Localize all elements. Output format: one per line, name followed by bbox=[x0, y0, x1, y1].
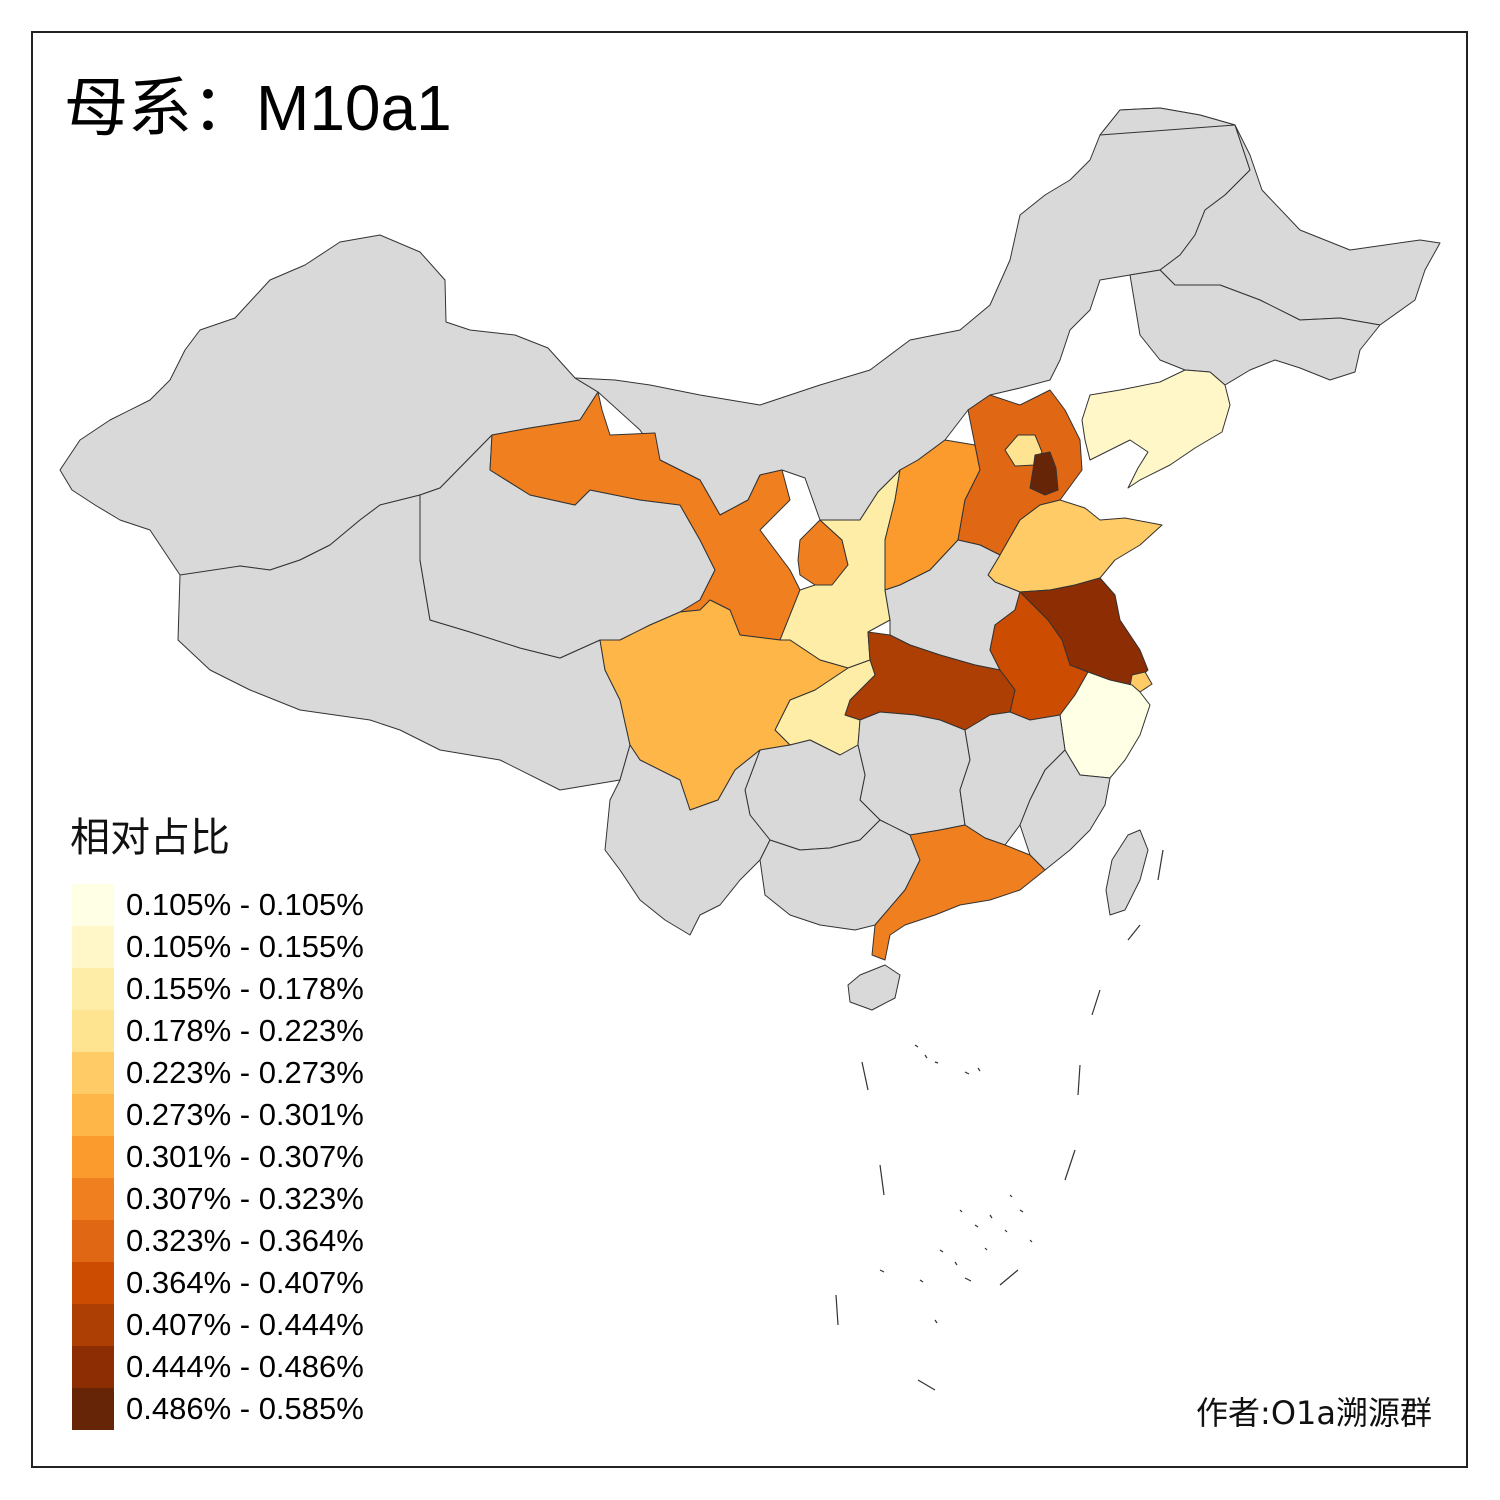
legend-label: 0.307% - 0.323% bbox=[126, 1181, 364, 1216]
nine-dash-line-2 bbox=[879, 1164, 885, 1196]
province-beijing bbox=[1004, 434, 1043, 467]
legend-swatch bbox=[72, 926, 114, 968]
author-credit: 作者:O1a溯源群 bbox=[1196, 1394, 1432, 1432]
legend-swatch bbox=[72, 884, 114, 926]
legend-label: 0.178% - 0.223% bbox=[126, 1013, 364, 1048]
province-fujian bbox=[1019, 749, 1111, 871]
legend-item: 0.273% - 0.301% bbox=[72, 1094, 412, 1136]
legend-label: 0.105% - 0.105% bbox=[126, 887, 364, 922]
legend-item: 0.223% - 0.273% bbox=[72, 1052, 412, 1094]
legend-item: 0.486% - 0.585% bbox=[72, 1388, 412, 1430]
map-frame bbox=[31, 31, 1468, 1468]
legend-swatch bbox=[72, 1388, 114, 1430]
legend-item: 0.105% - 0.155% bbox=[72, 926, 412, 968]
legend-swatch bbox=[72, 1052, 114, 1094]
map-title: 母系：M10a1 bbox=[64, 76, 452, 141]
island-dots bbox=[879, 1044, 1033, 1324]
title-label: 母系： bbox=[64, 72, 256, 146]
province-yunnan bbox=[604, 744, 771, 936]
legend-item: 0.155% - 0.178% bbox=[72, 968, 412, 1010]
nine-dash-line-1 bbox=[861, 1061, 869, 1091]
province-hainan bbox=[847, 964, 901, 1011]
legend-swatch bbox=[72, 968, 114, 1010]
legend-swatch bbox=[72, 1178, 114, 1220]
legend-label: 0.323% - 0.364% bbox=[126, 1223, 364, 1258]
legend-swatch bbox=[72, 1094, 114, 1136]
nine-dash-line-4 bbox=[917, 1379, 936, 1391]
title-haplogroup: M10a1 bbox=[256, 72, 452, 144]
nine-dash-line-5 bbox=[999, 1269, 1019, 1286]
legend-item: 0.407% - 0.444% bbox=[72, 1304, 412, 1346]
legend-label: 0.273% - 0.301% bbox=[126, 1097, 364, 1132]
province-jilin bbox=[1129, 269, 1381, 386]
south-china-sea-islands bbox=[835, 849, 1164, 1391]
legend-label: 0.364% - 0.407% bbox=[126, 1265, 364, 1300]
legend-label: 0.444% - 0.486% bbox=[126, 1349, 364, 1384]
nine-dash-line-8 bbox=[1091, 989, 1101, 1016]
legend-label: 0.223% - 0.273% bbox=[126, 1055, 364, 1090]
legend-label: 0.407% - 0.444% bbox=[126, 1307, 364, 1342]
legend-swatch bbox=[72, 1136, 114, 1178]
nine-dash-line-7 bbox=[1077, 1064, 1081, 1096]
nine-dash-line-3 bbox=[835, 1294, 839, 1326]
legend-item: 0.323% - 0.364% bbox=[72, 1220, 412, 1262]
legend-item: 0.105% - 0.105% bbox=[72, 884, 412, 926]
nine-dash-line-9 bbox=[1127, 924, 1141, 941]
province-taiwan bbox=[1105, 829, 1149, 916]
legend-label: 0.301% - 0.307% bbox=[126, 1139, 364, 1174]
legend-item: 0.444% - 0.486% bbox=[72, 1346, 412, 1388]
province-liaoning bbox=[1081, 369, 1231, 489]
legend-swatch bbox=[72, 1262, 114, 1304]
legend-label: 0.486% - 0.585% bbox=[126, 1391, 364, 1426]
province-guangdong bbox=[871, 824, 1046, 961]
legend-swatch bbox=[72, 1010, 114, 1052]
legend: 0.105% - 0.105% 0.105% - 0.155% 0.155% - 0… bbox=[72, 884, 412, 1430]
legend-label: 0.155% - 0.178% bbox=[126, 971, 364, 1006]
legend-item: 0.307% - 0.323% bbox=[72, 1178, 412, 1220]
legend-swatch bbox=[72, 1220, 114, 1262]
legend-item: 0.301% - 0.307% bbox=[72, 1136, 412, 1178]
province-tianjin bbox=[1029, 451, 1059, 496]
legend-title: 相对占比 bbox=[70, 815, 230, 861]
nine-dash-line-10 bbox=[1157, 849, 1164, 881]
legend-item: 0.178% - 0.223% bbox=[72, 1010, 412, 1052]
legend-label: 0.105% - 0.155% bbox=[126, 929, 364, 964]
legend-swatch bbox=[72, 1346, 114, 1388]
legend-swatch bbox=[72, 1304, 114, 1346]
legend-item: 0.364% - 0.407% bbox=[72, 1262, 412, 1304]
nine-dash-line-6 bbox=[1064, 1149, 1076, 1181]
